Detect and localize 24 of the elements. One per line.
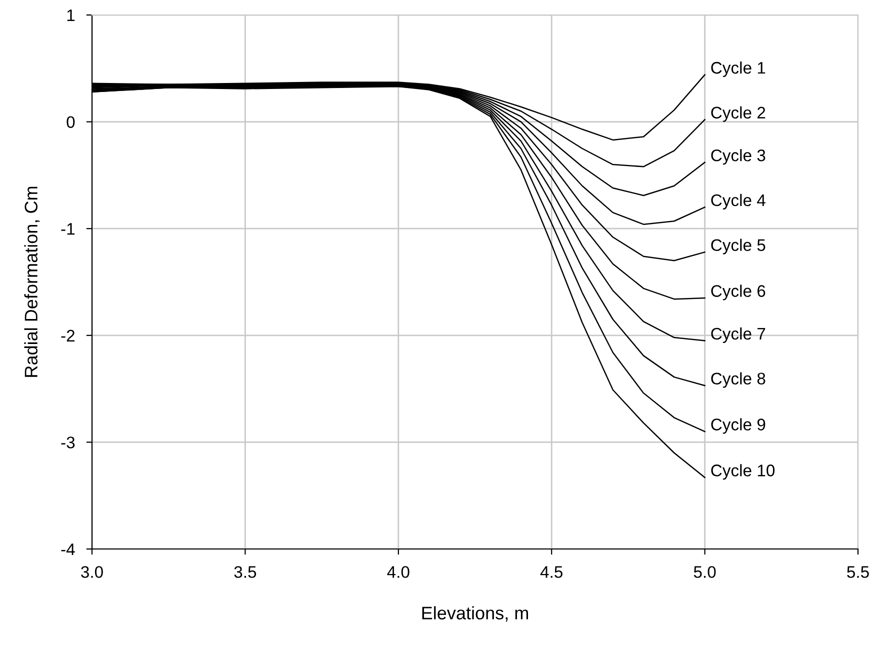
y-tick-label: 0 xyxy=(66,116,75,128)
series-label: Cycle 8 xyxy=(711,372,766,388)
y-axis-title: Radial Deformation, Cm xyxy=(24,186,40,377)
y-tick-label: -4 xyxy=(61,544,75,556)
series-label: Cycle 9 xyxy=(711,418,766,434)
series-label: Cycle 2 xyxy=(711,106,766,122)
series-label: Cycle 10 xyxy=(711,464,775,480)
y-tick-label: 1 xyxy=(67,10,75,22)
x-tick-label: 3.0 xyxy=(81,566,103,578)
x-axis-title: Elevations, m xyxy=(422,606,528,622)
x-tick-label: 5.5 xyxy=(847,566,869,578)
series-label: Cycle 7 xyxy=(711,327,766,343)
series-label: Cycle 5 xyxy=(711,238,766,254)
x-tick-label: 4.5 xyxy=(540,566,562,578)
series-label: Cycle 4 xyxy=(711,194,766,210)
y-tick-label: -1 xyxy=(61,223,75,235)
y-tick-label: -3 xyxy=(61,436,75,448)
series-label: Cycle 6 xyxy=(711,284,766,300)
x-tick-label: 4.0 xyxy=(387,566,410,578)
x-tick-label: 3.5 xyxy=(234,566,256,578)
y-tick-label: -2 xyxy=(61,330,74,342)
series-label: Cycle 3 xyxy=(711,149,766,165)
x-tick-label: 5.0 xyxy=(694,566,716,578)
series-label: Cycle 1 xyxy=(711,61,766,78)
